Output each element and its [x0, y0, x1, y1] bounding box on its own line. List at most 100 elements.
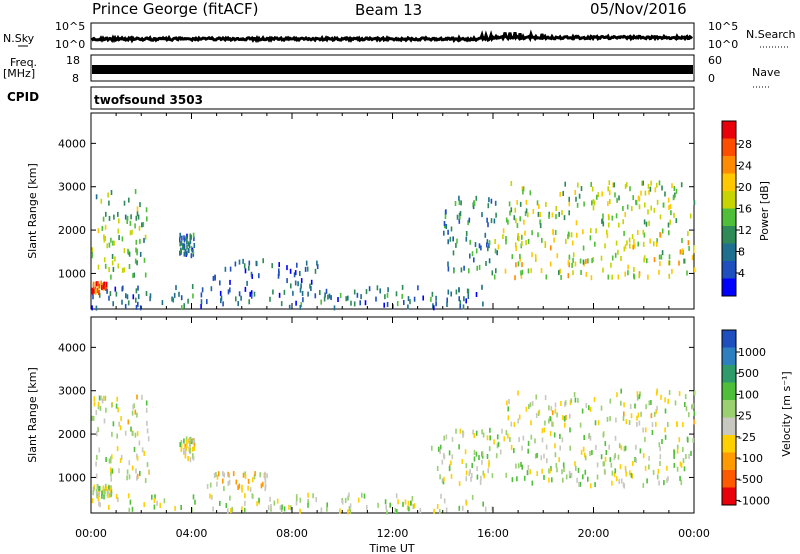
velocity-echo-mark: [604, 441, 607, 447]
power-echo-mark: [642, 180, 644, 186]
power-echo-mark: [246, 280, 248, 286]
power-echo-mark: [640, 190, 642, 196]
power-echo-mark: [493, 218, 496, 224]
power-echo-mark: [325, 288, 328, 294]
velocity-echo-mark: [596, 462, 599, 468]
power-y-ticks: 4000 3000 2000 1000: [58, 113, 695, 309]
velocity-echo-mark: [543, 427, 546, 433]
velocity-echo-mark: [565, 474, 568, 480]
velocity-echo-mark: [488, 462, 490, 468]
velocity-echo-mark: [661, 439, 663, 444]
power-echo-mark: [637, 230, 639, 235]
velocity-echo-mark: [132, 404, 134, 410]
velocity-echo-mark: [406, 505, 409, 511]
velocity-echo-mark: [488, 459, 490, 465]
power-echo-mark: [283, 289, 286, 295]
velocity-echo-mark: [105, 483, 107, 489]
velocity-echo-mark: [96, 483, 99, 489]
velocity-echo-mark: [510, 421, 513, 427]
velocity-echo-mark: [622, 482, 625, 488]
velocity-echo-mark: [563, 415, 566, 421]
velocity-echo-mark: [486, 454, 489, 459]
power-echo-mark: [519, 253, 521, 259]
velocity-colorbar-frame: [721, 329, 737, 506]
power-echo-mark: [486, 239, 489, 245]
velocity-echo-mark: [582, 446, 585, 452]
velocity-echo-mark: [676, 466, 679, 472]
power-echo-mark: [178, 291, 180, 297]
velocity-echo-mark: [683, 466, 686, 472]
velocity-echo-mark: [389, 502, 391, 508]
velocity-colorbar-swatch: [722, 347, 736, 366]
velocity-echo-mark: [450, 473, 453, 479]
nsearch-tick-top: 10^5: [708, 20, 738, 33]
velocity-echo-mark: [465, 470, 468, 476]
velocity-echo-mark: [192, 455, 195, 461]
power-echo-mark: [656, 238, 658, 244]
velocity-echo-mark: [462, 505, 464, 511]
velocity-echo-mark: [530, 434, 533, 440]
velocity-echo-mark: [97, 496, 100, 502]
power-echo-mark: [112, 240, 114, 246]
power-echo-mark: [671, 268, 673, 274]
power-echo-mark: [505, 236, 507, 241]
velocity-echo-mark: [666, 465, 668, 471]
velocity-echo-mark: [249, 487, 252, 493]
power-echo-mark: [564, 181, 566, 187]
velocity-echo-mark: [146, 420, 148, 426]
velocity-echo-mark: [602, 431, 605, 437]
power-echo-mark: [250, 271, 253, 277]
power-echo-mark: [179, 241, 181, 247]
power-echo-mark: [299, 304, 302, 310]
velocity-colorbar-swatch: [722, 382, 736, 401]
power-echo-mark: [661, 185, 663, 191]
velocity-echo-mark: [468, 471, 471, 477]
velocity-echo-mark: [658, 480, 660, 486]
power-echo-mark: [248, 299, 250, 305]
power-echo-mark: [633, 267, 635, 272]
nsky-trace: [90, 29, 694, 44]
velocity-echo-mark: [91, 415, 94, 421]
power-echo-mark: [669, 204, 672, 209]
velocity-echo-mark: [581, 408, 584, 414]
power-echo-mark: [435, 295, 437, 301]
power-echo-mark: [456, 214, 459, 220]
power-echo-mark: [135, 288, 138, 294]
velocity-echo-mark: [99, 502, 101, 508]
power-echo-mark: [144, 234, 147, 240]
power-echo-mark: [277, 273, 280, 279]
power-echo-mark: [130, 214, 132, 220]
velocity-echo-mark: [97, 404, 100, 410]
velocity-echo-mark: [549, 431, 552, 437]
power-echo-mark: [229, 266, 232, 272]
velocity-echo-mark: [506, 400, 508, 406]
power-echo-mark: [249, 291, 251, 297]
power-echo-mark: [190, 253, 193, 259]
power-echo-mark: [403, 300, 405, 305]
velocity-echo-mark: [531, 401, 534, 406]
x-tick-label: 04:00: [176, 527, 208, 540]
velocity-echo-mark: [241, 484, 243, 490]
power-echo-mark: [595, 228, 597, 234]
power-echo-mark: [103, 282, 105, 288]
power-echo-mark: [643, 255, 646, 261]
velocity-echo-mark: [408, 506, 410, 512]
power-echo-mark: [108, 200, 110, 206]
power-echo-mark: [556, 253, 559, 259]
velocity-echo-mark: [632, 460, 634, 466]
power-echo-mark: [607, 274, 610, 280]
x-tick-label: 20:00: [578, 527, 610, 540]
power-echo-mark: [520, 273, 523, 279]
power-echo-mark: [515, 246, 517, 251]
velocity-echo-mark: [570, 398, 573, 404]
power-echo-mark: [537, 232, 539, 238]
power-echo-mark: [262, 258, 264, 264]
velocity-echo-mark: [489, 427, 491, 433]
velocity-echo-mark: [112, 421, 115, 427]
velocity-echo-mark: [230, 508, 232, 514]
velocity-echo-mark: [235, 479, 238, 485]
power-echo-mark: [462, 304, 465, 310]
velocity-echo-mark: [244, 473, 247, 479]
velocity-echo-mark: [522, 435, 525, 441]
power-echo-mark: [327, 294, 329, 300]
